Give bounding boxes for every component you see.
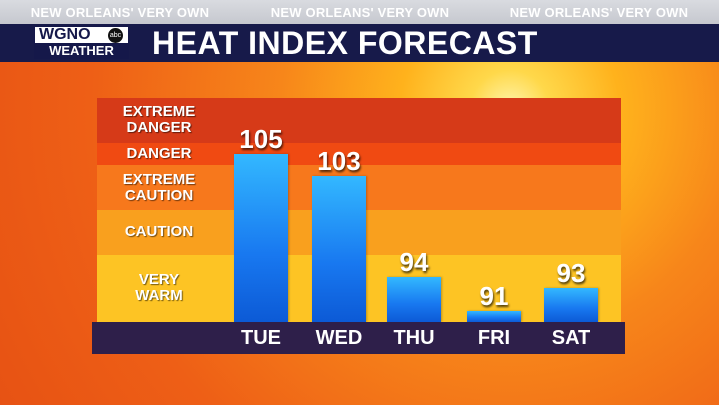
day-label-wed: WED	[315, 327, 363, 349]
value-label-tue: 105	[239, 124, 283, 154]
value-label-thu: 94	[399, 247, 429, 278]
zone-band	[97, 98, 621, 143]
station-slogan: NEW ORLEANS' VERY OWN	[270, 5, 450, 20]
zone-label: VERY WARM	[135, 271, 183, 305]
day-label-tue: TUE	[241, 327, 281, 349]
value-label-wed: 103	[317, 146, 361, 177]
bar-sat	[544, 288, 598, 322]
day-label-fri: FRI	[477, 327, 511, 349]
station-slogan: NEW ORLEANS' VERY OWN	[509, 5, 689, 20]
station-logo: WGNO abc WEATHER	[34, 26, 129, 59]
value-label-sat: 93	[556, 258, 586, 289]
logo-subtitle: WEATHER	[35, 43, 128, 58]
zone-band	[97, 142, 621, 166]
day-label-thu: THU	[393, 327, 435, 349]
zone-label: DANGER	[126, 144, 192, 162]
abc-network-icon: abc	[108, 28, 123, 43]
value-label-fri: 91	[479, 280, 509, 311]
bar-thu	[387, 277, 441, 322]
logo-call-sign: WGNO	[39, 26, 91, 43]
bar-tue	[234, 154, 288, 322]
bar-fri	[467, 310, 521, 322]
x-axis-bar	[92, 322, 625, 354]
zone-label: EXTREME DANGER	[122, 103, 196, 137]
zone-label: CAUTION	[124, 223, 194, 241]
station-slogan: NEW ORLEANS' VERY OWN	[30, 5, 210, 20]
top-strip: NEW ORLEANS' VERY OWN NEW ORLEANS' VERY …	[0, 0, 719, 24]
day-label-sat: SAT	[551, 327, 591, 349]
chart-title: HEAT INDEX FORECAST	[152, 25, 538, 61]
bar-wed	[312, 176, 366, 322]
zone-label: EXTREME CAUTION	[122, 170, 196, 204]
